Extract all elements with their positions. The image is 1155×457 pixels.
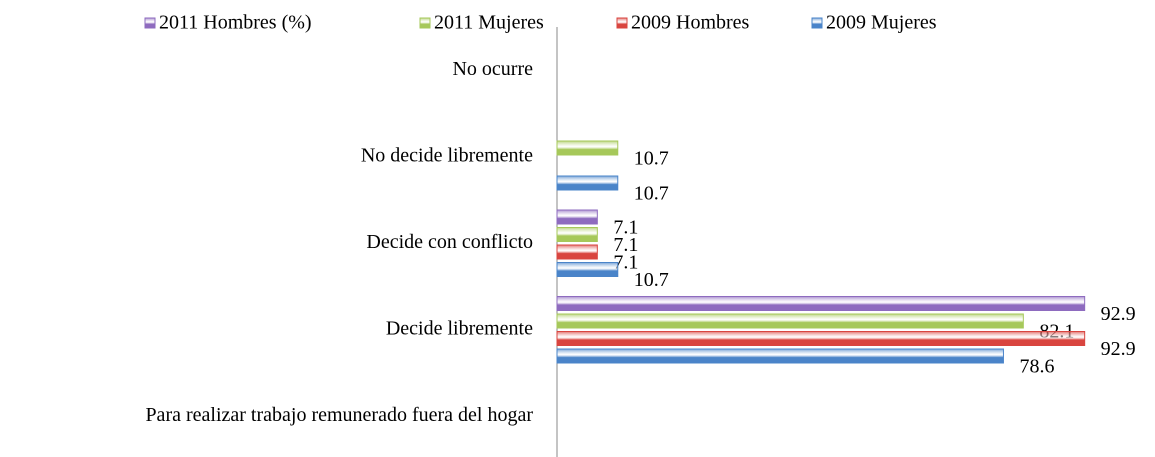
- legend-swatch: [811, 17, 823, 29]
- bar: [556, 262, 619, 277]
- bar: [556, 331, 1086, 346]
- data-label: 7.1: [613, 217, 638, 239]
- y-tick-label: No ocurre: [452, 58, 533, 80]
- bar: [556, 348, 1004, 364]
- data-label: 10.7: [634, 183, 669, 205]
- legend-label: 2009 Hombres: [631, 12, 750, 34]
- legend-swatch: [616, 17, 628, 29]
- data-label: 10.7: [634, 269, 669, 291]
- data-label: 7.1: [613, 252, 638, 274]
- bar: [556, 313, 1024, 329]
- data-label: 10.7: [634, 148, 669, 170]
- y-tick-label: No decide libremente: [361, 144, 533, 166]
- data-label: 7.1: [613, 234, 638, 256]
- y-tick-label: Para realizar trabajo remunerado fuera d…: [145, 404, 533, 426]
- bar: [556, 209, 598, 225]
- legend-swatch: [419, 17, 431, 29]
- bar: [556, 140, 619, 156]
- legend-swatch: [144, 17, 156, 29]
- bar: [556, 227, 598, 242]
- data-label: 78.6: [1019, 356, 1054, 378]
- y-tick-label: Decide con conflicto: [366, 231, 533, 253]
- data-label: 92.9: [1101, 338, 1136, 360]
- bar: [556, 175, 619, 191]
- bar: [556, 244, 598, 260]
- legend-label: 2011 Hombres (%): [159, 12, 312, 34]
- legend-label: 2011 Mujeres: [434, 12, 544, 34]
- legend-label: 2009 Mujeres: [826, 12, 937, 34]
- y-tick-label: Decide libremente: [386, 317, 533, 339]
- bar: [556, 296, 1086, 311]
- data-label: 92.9: [1101, 303, 1136, 325]
